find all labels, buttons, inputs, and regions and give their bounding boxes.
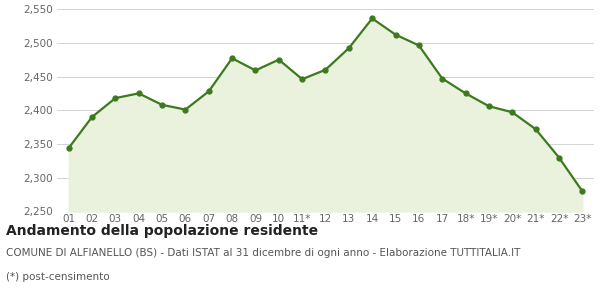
Text: Andamento della popolazione residente: Andamento della popolazione residente [6, 224, 318, 238]
Text: COMUNE DI ALFIANELLO (BS) - Dati ISTAT al 31 dicembre di ogni anno - Elaborazion: COMUNE DI ALFIANELLO (BS) - Dati ISTAT a… [6, 248, 520, 257]
Text: (*) post-censimento: (*) post-censimento [6, 272, 110, 281]
